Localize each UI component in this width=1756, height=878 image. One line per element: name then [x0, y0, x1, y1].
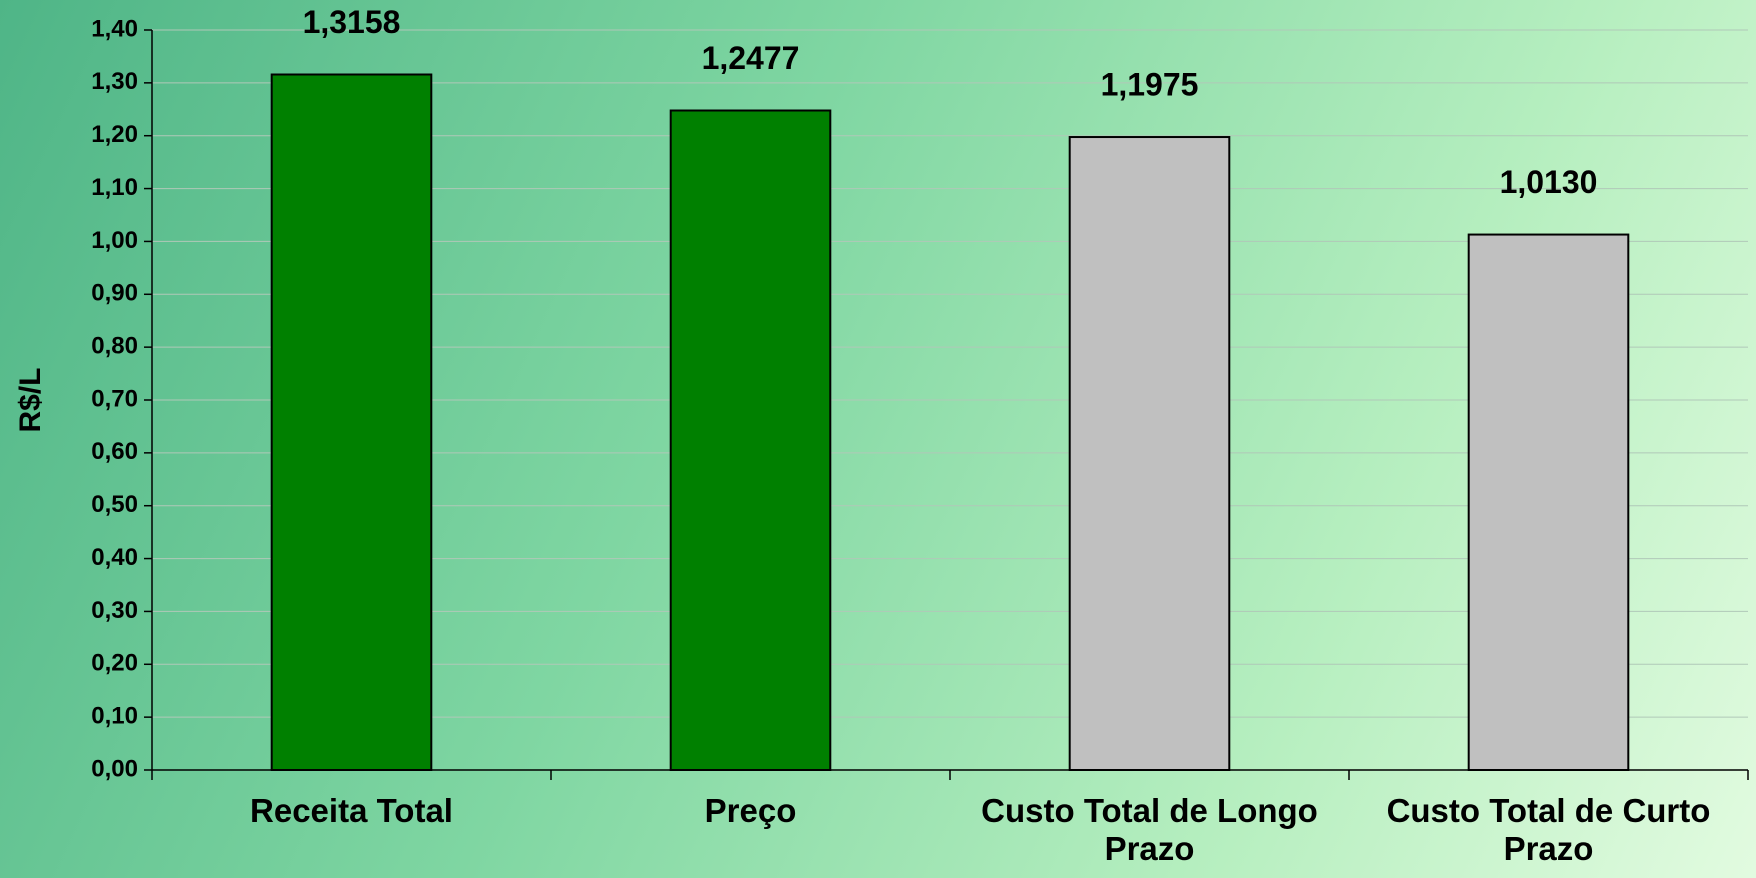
y-tick-label: 1,40 [91, 15, 138, 42]
y-tick-label: 0,50 [91, 491, 138, 518]
value-label: 1,1975 [1101, 66, 1199, 102]
bar [270, 73, 433, 771]
y-tick-label: 0,90 [91, 280, 138, 307]
bar [1068, 136, 1231, 772]
y-tick-label: 1,30 [91, 68, 138, 95]
y-tick-label: 0,40 [91, 544, 138, 571]
y-tick-label: 1,00 [91, 227, 138, 254]
value-label: 1,3158 [303, 4, 401, 40]
bar [1467, 233, 1630, 772]
x-tick-label: Custo Total de Curto Prazo [1386, 792, 1711, 867]
y-tick-label: 0,20 [91, 650, 138, 677]
value-label: 1,0130 [1500, 164, 1598, 200]
x-tick-label: Custo Total de Longo Prazo [981, 792, 1318, 867]
y-tick-label: 0,00 [91, 755, 138, 782]
y-tick-label: 0,60 [91, 438, 138, 465]
x-tick-label: Receita Total [250, 792, 453, 829]
value-label: 1,2477 [702, 40, 800, 76]
y-tick-label: 1,10 [91, 174, 138, 201]
y-tick-label: 0,10 [91, 702, 138, 729]
y-tick-label: 0,80 [91, 332, 138, 359]
y-tick-label: 0,30 [91, 597, 138, 624]
y-tick-label: 0,70 [91, 385, 138, 412]
y-axis-label: R$/L [14, 367, 47, 432]
bar [669, 109, 832, 772]
x-tick-label: Preço [704, 792, 797, 829]
y-tick-label: 1,20 [91, 121, 138, 148]
